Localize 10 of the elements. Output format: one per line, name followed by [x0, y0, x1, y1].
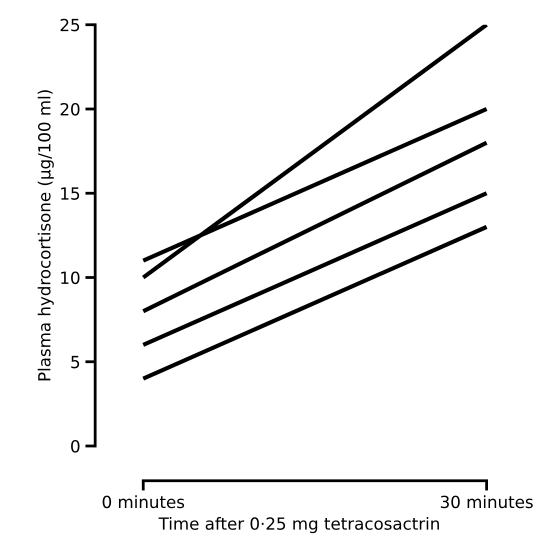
x-tick-label: 30 minutes [440, 495, 533, 508]
y-tick-label: 15 [61, 187, 80, 200]
y-axis-title: Plasma hydrocortisone (µg/100 ml) [38, 90, 54, 380]
y-tick-label: 20 [60, 102, 80, 116]
x-tick-label: 0 minutes [102, 495, 184, 508]
y-tick-label: 0 [71, 440, 80, 453]
x-axis-title: Time after 0·25 mg tetracosactrin [158, 516, 439, 534]
y-tick-label: 10 [61, 271, 80, 284]
y-tick-label: 5 [71, 356, 80, 368]
y-tick-label: 25 [60, 18, 80, 32]
